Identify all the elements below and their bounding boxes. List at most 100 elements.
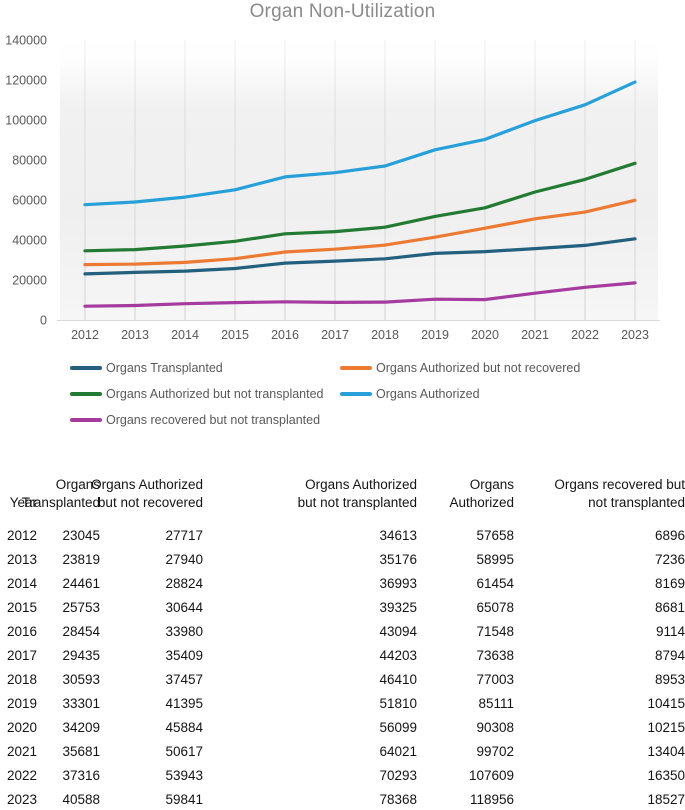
value-cell: 70293 (379, 768, 417, 783)
value-cell: 41395 (165, 696, 203, 711)
legend-item: Organs Authorized but not transplanted (70, 386, 324, 402)
y-axis-tick-label: 0 (40, 314, 47, 328)
series-line (83, 80, 637, 207)
legend-swatch (70, 366, 102, 370)
legend-label: Organs Authorized but not transplanted (106, 387, 324, 401)
value-cell: 8953 (654, 672, 685, 687)
legend-item: Organs Authorized (340, 386, 480, 402)
table-header-cell: Organs recovered but not transplanted (554, 477, 685, 510)
value-cell: 77003 (476, 672, 514, 687)
x-axis-tick-label: 2023 (621, 328, 649, 342)
year-cell: 2020 (6, 720, 37, 735)
legend-item: Organs recovered but not transplanted (70, 412, 320, 428)
value-cell: 33301 (62, 696, 100, 711)
table-row: 2023 40588 59841 78368 118956 18527 (0, 784, 685, 808)
table-row: 2014 24461 28824 36993 61454 8169 (0, 568, 685, 592)
value-cell: 34613 (379, 528, 417, 543)
value-cell: 24461 (62, 576, 100, 591)
y-axis-tick-label: 80000 (12, 154, 47, 168)
y-axis-tick-label: 20000 (12, 274, 47, 288)
value-cell: 85111 (478, 696, 514, 711)
value-cell: 40588 (62, 792, 100, 807)
table-row: 2021 35681 50617 64021 99702 13404 (0, 736, 685, 760)
value-cell: 46410 (379, 672, 417, 687)
value-cell: 78368 (379, 792, 417, 807)
value-cell: 53943 (165, 768, 203, 783)
series-line (83, 198, 637, 267)
value-cell: 118956 (469, 792, 514, 807)
value-cell: 71548 (476, 624, 514, 639)
table-header-cell: Organs Transplanted (21, 477, 100, 510)
plot-area (60, 40, 658, 320)
table-row: 2016 28454 33980 43094 71548 9114 (0, 616, 685, 640)
value-cell: 36993 (379, 576, 417, 591)
value-cell: 30593 (62, 672, 100, 687)
x-axis-tick-label: 2017 (321, 328, 349, 342)
year-cell: 2015 (6, 600, 37, 615)
value-cell: 73638 (476, 648, 514, 663)
table-header-cell: Organs Authorized but not transplanted (297, 477, 417, 510)
table-row: 2020 34209 45884 56099 90308 10215 (0, 712, 685, 736)
table-row: 2017 29435 35409 44203 73638 8794 (0, 640, 685, 664)
year-cell: 2012 (6, 528, 37, 543)
value-cell: 13404 (647, 744, 685, 759)
value-cell: 35176 (379, 552, 417, 567)
legend-swatch (340, 366, 372, 370)
x-axis-tick-label: 2016 (271, 328, 299, 342)
table-row: 2022 37316 53943 70293 107609 16350 (0, 760, 685, 784)
value-cell: 18527 (647, 792, 685, 807)
x-axis-tick-label: 2022 (571, 328, 599, 342)
y-axis-tick-label: 60000 (12, 194, 47, 208)
series-line (83, 161, 637, 253)
table-row: 2013 23819 27940 35176 58995 7236 (0, 544, 685, 568)
value-cell: 6896 (654, 528, 685, 543)
value-cell: 27717 (165, 528, 203, 543)
legend-swatch (340, 392, 372, 396)
legend-item: Organs Transplanted (70, 360, 223, 376)
line-chart: 0 20000 40000 60000 80000 100000 120000 140000 2… (5, 34, 660, 342)
year-cell: 2014 (6, 576, 37, 591)
legend-swatch (70, 418, 102, 422)
legend-label: Organs Authorized (376, 387, 480, 401)
data-table: Year Organs Transplanted Organs Authorized b… (0, 476, 685, 808)
legend-label: Organs Authorized but not recovered (376, 361, 581, 375)
value-cell: 39325 (379, 600, 417, 615)
year-cell: 2013 (6, 552, 37, 567)
value-cell: 37457 (165, 672, 203, 687)
y-axis-tick-label: 140000 (5, 34, 47, 48)
value-cell: 90308 (476, 720, 514, 735)
value-cell: 23819 (62, 552, 100, 567)
x-axis-tick-label: 2019 (421, 328, 449, 342)
value-cell: 10215 (647, 720, 685, 735)
value-cell: 25753 (62, 600, 100, 615)
table-header-row: Year Organs Transplanted Organs Authorized b… (0, 476, 685, 520)
year-cell: 2018 (6, 672, 37, 687)
year-cell: 2017 (6, 648, 37, 663)
table-header-cell: Year (9, 495, 37, 510)
value-cell: 57658 (476, 528, 514, 543)
table-row: 2018 30593 37457 46410 77003 8953 (0, 664, 685, 688)
value-cell: 61454 (476, 576, 514, 591)
value-cell: 28824 (165, 576, 203, 591)
value-cell: 10415 (647, 696, 685, 711)
x-axis-tick-label: 2015 (221, 328, 249, 342)
series-line (83, 281, 637, 308)
value-cell: 8169 (654, 576, 685, 591)
x-axis-tick-label: 2020 (471, 328, 499, 342)
value-cell: 107609 (468, 768, 514, 783)
value-cell: 58995 (476, 552, 514, 567)
value-cell: 30644 (165, 600, 203, 615)
value-cell: 34209 (62, 720, 100, 735)
value-cell: 35681 (62, 744, 100, 759)
table-header-cell: Organs Authorized but not recovered (91, 477, 203, 510)
value-cell: 16350 (647, 768, 685, 783)
value-cell: 8794 (654, 648, 685, 663)
legend-item: Organs Authorized but not recovered (340, 360, 580, 376)
value-cell: 37316 (62, 768, 100, 783)
year-cell: 2022 (6, 768, 37, 783)
table-row: 2012 23045 27717 34613 57658 6896 (0, 520, 685, 544)
table-row: 2015 25753 30644 39325 65078 8681 (0, 592, 685, 616)
year-cell: 2021 (6, 744, 37, 759)
value-cell: 51810 (379, 696, 417, 711)
